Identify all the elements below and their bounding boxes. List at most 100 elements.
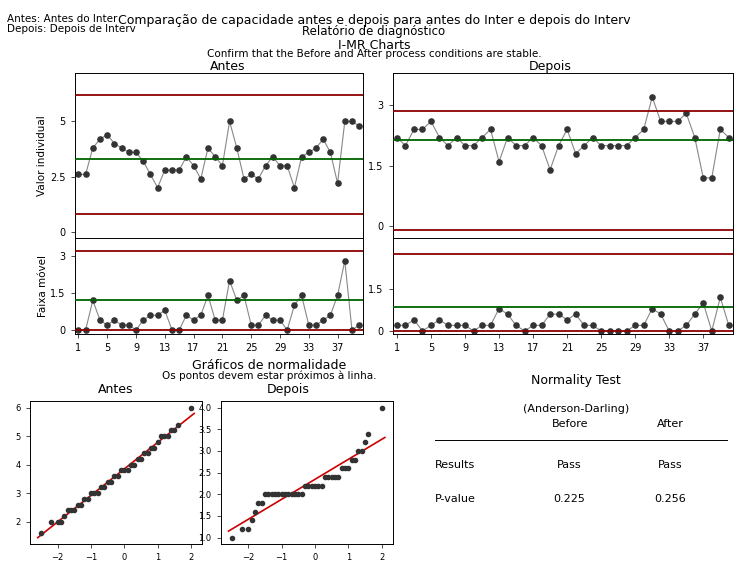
Point (476, 133, 488, 142)
Point (339, 464, 351, 473)
Point (518, 141, 530, 150)
Point (94, 135, 106, 144)
Point (629, 321, 641, 330)
Point (168, 426, 180, 435)
Point (85, 489, 97, 498)
Point (570, 149, 582, 158)
Point (714, 293, 726, 302)
Point (108, 472, 120, 481)
Point (145, 443, 157, 452)
Point (185, 403, 197, 412)
Point (714, 125, 726, 134)
Point (283, 490, 295, 499)
Point (317, 316, 329, 325)
Point (122, 466, 134, 475)
Point (249, 507, 261, 516)
Point (245, 170, 257, 179)
Point (252, 499, 264, 508)
Point (174, 325, 186, 334)
Point (252, 321, 264, 330)
Point (425, 117, 437, 126)
Text: After: After (657, 419, 684, 429)
Text: Depois: Depois (266, 383, 310, 396)
Point (111, 472, 123, 481)
Point (45, 517, 57, 526)
Point (612, 327, 624, 335)
Point (493, 304, 505, 313)
Point (680, 321, 692, 330)
Point (343, 464, 355, 473)
Point (105, 477, 117, 486)
Point (510, 321, 522, 330)
Point (209, 316, 221, 325)
Point (553, 141, 565, 150)
Point (502, 310, 514, 319)
Point (654, 117, 666, 126)
Point (544, 165, 556, 174)
Point (281, 325, 293, 334)
Point (152, 183, 164, 192)
Point (180, 152, 192, 161)
Point (108, 139, 120, 148)
Point (171, 420, 183, 429)
Point (87, 144, 99, 153)
Point (216, 161, 228, 170)
Point (306, 481, 318, 490)
Point (115, 466, 127, 475)
Point (310, 321, 322, 330)
Point (141, 449, 153, 458)
Point (242, 525, 254, 534)
Point (417, 125, 429, 134)
Point (88, 489, 100, 498)
Point (272, 490, 284, 499)
Point (349, 455, 361, 464)
Point (680, 109, 692, 118)
Point (259, 490, 271, 499)
Point (238, 291, 250, 300)
Point (303, 148, 315, 157)
Point (638, 125, 650, 134)
Point (723, 133, 735, 142)
Text: Pass: Pass (658, 460, 682, 470)
Point (689, 310, 701, 319)
Point (303, 321, 315, 330)
Point (289, 183, 301, 192)
Point (165, 426, 177, 435)
Point (299, 481, 311, 490)
Point (336, 464, 348, 473)
Point (408, 125, 420, 134)
Point (325, 472, 337, 481)
Point (332, 472, 344, 481)
Point (166, 325, 178, 334)
Point (202, 291, 214, 300)
Point (595, 327, 607, 335)
Text: Antes: Antes (98, 383, 134, 396)
Point (425, 321, 437, 330)
Point (159, 431, 171, 440)
Point (459, 141, 471, 150)
Point (194, 174, 206, 183)
Point (672, 117, 684, 126)
Point (346, 117, 358, 126)
Point (102, 477, 114, 486)
Point (723, 321, 735, 330)
Point (544, 310, 556, 319)
Point (459, 321, 471, 330)
Point (561, 315, 573, 324)
Point (108, 316, 120, 325)
Point (295, 291, 307, 300)
Point (155, 431, 167, 440)
Point (604, 141, 616, 150)
Point (137, 316, 149, 325)
Point (536, 321, 548, 330)
Text: Before: Before (551, 419, 588, 429)
Point (346, 455, 358, 464)
Point (137, 157, 149, 165)
Point (316, 481, 328, 490)
Point (346, 325, 358, 334)
Text: Comparação de capacidade antes e depois para antes do Inter e depois do Interv: Comparação de capacidade antes e depois … (117, 14, 631, 27)
Point (73, 325, 85, 334)
Point (331, 291, 343, 300)
Point (355, 447, 367, 456)
Text: Depois: Depois de Interv: Depois: Depois de Interv (7, 24, 136, 34)
